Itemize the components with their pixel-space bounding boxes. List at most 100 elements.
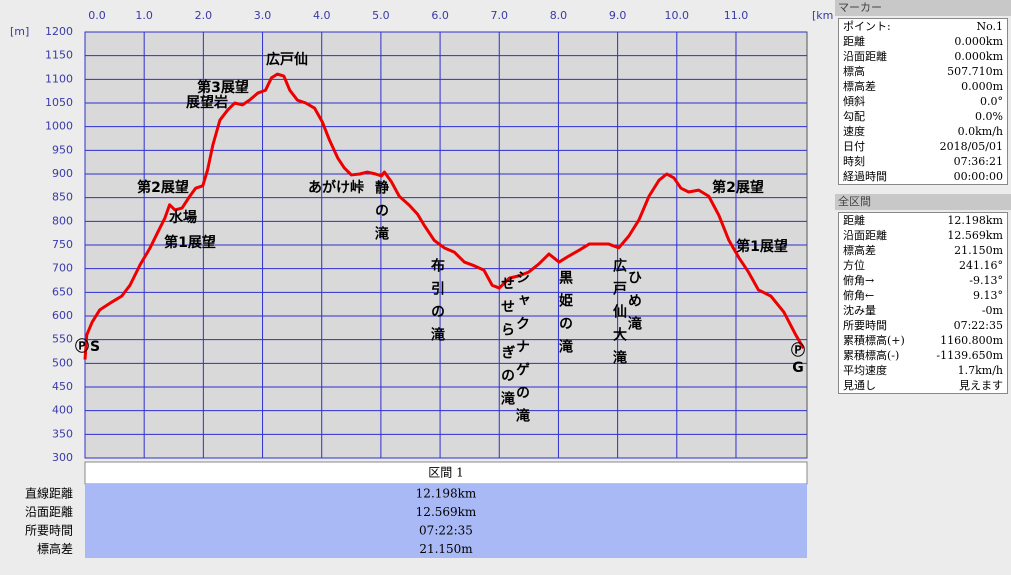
y-tick-label: 800 — [52, 214, 73, 227]
y-tick-label: 750 — [52, 238, 73, 251]
panel-label: 沈み量 — [843, 304, 876, 317]
annotation: 広戸仙 — [266, 51, 308, 68]
panel-row: 累積標高(+) 1160.800m — [839, 333, 1007, 348]
panel-value: 507.710m — [947, 65, 1003, 78]
panel-row: 距離 0.000km — [839, 34, 1007, 49]
panel-value: 0.000km — [954, 35, 1003, 48]
panel-value: -1139.650m — [936, 349, 1003, 362]
x-unit: [km] — [812, 9, 833, 22]
panel-label: 所要時間 — [843, 319, 887, 332]
y-tick-label: 700 — [52, 262, 73, 275]
annotation: シャクナゲの滝 — [514, 270, 530, 431]
panel-title: 全区間 — [835, 194, 1011, 210]
section-title: 区間 1 — [428, 466, 463, 480]
panel-row: 平均速度 1.7km/h — [839, 363, 1007, 378]
annotation: Ⓟ — [75, 338, 89, 355]
annotation: 布引の滝 — [429, 257, 445, 350]
panel-row: 見通し 見えます — [839, 378, 1007, 393]
panel-label: 累積標高(-) — [843, 349, 900, 362]
panel-value: 0.0km/h — [957, 125, 1003, 138]
y-tick-label: 950 — [52, 143, 73, 156]
panel-value: 1.7km/h — [957, 364, 1003, 377]
y-tick-label: 450 — [52, 380, 73, 393]
panel-label: 見通し — [843, 379, 876, 392]
panel-label: 標高差 — [843, 244, 876, 257]
panel-row: 標高差 21.150m — [839, 243, 1007, 258]
panel-value: 07:36:21 — [953, 155, 1003, 168]
panel-row: ポイント: No.1 — [839, 19, 1007, 34]
row-value: 12.198km — [416, 487, 477, 501]
panel-row: 沿面距離 0.000km — [839, 49, 1007, 64]
panel-row: 所要時間 07:22:35 — [839, 318, 1007, 333]
annotation: 第1展望 — [736, 238, 788, 255]
panel-label: 標高 — [843, 65, 865, 78]
total-panel: 全区間 距離 12.198km 沿面距離 12.569km 標高差 21.150m 方位 24… — [835, 194, 1011, 394]
panel-value: 21.150m — [954, 244, 1003, 257]
panel-label: 時刻 — [843, 155, 865, 168]
x-tick-label: 11.0 — [724, 9, 749, 22]
annotation: 静の滝 — [373, 179, 389, 249]
panel-value: 12.569km — [947, 229, 1003, 242]
section-body — [85, 484, 807, 558]
elevation-line — [83, 72, 805, 360]
y-tick-label: 900 — [52, 167, 73, 180]
panel-value: 07:22:35 — [953, 319, 1003, 332]
panel-value: -9.13° — [969, 274, 1003, 287]
panel-row: 経過時間 00:00:00 — [839, 169, 1007, 184]
panel-value: 00:00:00 — [953, 170, 1003, 183]
annotation: ひめ滝 — [626, 270, 642, 339]
x-tick-label: 5.0 — [372, 9, 390, 22]
panel-row: 俯角→ -9.13° — [839, 273, 1007, 288]
annotation: Ⓟ — [791, 342, 805, 359]
panel-label: 俯角← — [843, 289, 875, 302]
panel-title: マーカー — [835, 0, 1011, 16]
panel-row: 標高 507.710m — [839, 64, 1007, 79]
x-tick-label: 3.0 — [254, 9, 272, 22]
row-label: 沿面距離 — [25, 505, 73, 519]
panel-label: 距離 — [843, 35, 865, 48]
row-value: 12.569km — [416, 505, 477, 519]
row-value: 07:22:35 — [419, 524, 473, 538]
y-tick-label: 1100 — [45, 72, 73, 85]
panel-row: 方位 241.16° — [839, 258, 1007, 273]
panel-row: 標高差 0.000m — [839, 79, 1007, 94]
panel-label: 経過時間 — [843, 170, 887, 183]
panel-table: ポイント: No.1 距離 0.000km 沿面距離 0.000km 標高 507.710m 標… — [838, 18, 1008, 185]
annotation: 広戸仙大滝 — [611, 257, 627, 373]
x-tick-label: 6.0 — [431, 9, 449, 22]
y-tick-label: 350 — [52, 427, 73, 440]
x-tick-label: 2.0 — [195, 9, 213, 22]
y-tick-label: 1050 — [45, 96, 73, 109]
annotation: 第1展望 — [164, 234, 216, 251]
panel-row: 傾斜 0.0° — [839, 94, 1007, 109]
panel-value: 0.0° — [980, 95, 1003, 108]
y-tick-label: 650 — [52, 285, 73, 298]
panel-value: 12.198km — [947, 214, 1003, 227]
panel-label: 沿面距離 — [843, 229, 887, 242]
marker-panel: マーカー ポイント: No.1 距離 0.000km 沿面距離 0.000km 標高 507.… — [835, 0, 1011, 185]
annotation: S — [90, 339, 100, 355]
panel-row: 累積標高(-) -1139.650m — [839, 348, 1007, 363]
panel-label: 日付 — [843, 140, 865, 153]
x-tick-label: 0.0 — [88, 9, 106, 22]
panel-value: 0.0% — [975, 110, 1003, 123]
panel-value: No.1 — [976, 20, 1003, 33]
panel-label: 標高差 — [843, 80, 876, 93]
panel-row: 時刻 07:36:21 — [839, 154, 1007, 169]
y-tick-label: 500 — [52, 356, 73, 369]
y-tick-label: 300 — [52, 451, 73, 464]
panel-label: 俯角→ — [843, 274, 875, 287]
annotation: 黒姫の滝 — [557, 270, 573, 362]
x-tick-label: 4.0 — [313, 9, 331, 22]
annotation: 第3展望 — [197, 79, 249, 96]
panel-value: 1160.800m — [940, 334, 1003, 347]
y-tick-label: 1200 — [45, 25, 73, 38]
y-tick-label: 1150 — [45, 49, 73, 62]
panel-label: 勾配 — [843, 110, 865, 123]
panel-label: ポイント: — [843, 20, 891, 33]
row-label: 所要時間 — [25, 524, 73, 538]
annotation: 展望岩 — [186, 94, 228, 111]
x-tick-label: 9.0 — [609, 9, 627, 22]
panel-value: 2018/05/01 — [939, 140, 1003, 153]
panel-label: 距離 — [843, 214, 865, 227]
